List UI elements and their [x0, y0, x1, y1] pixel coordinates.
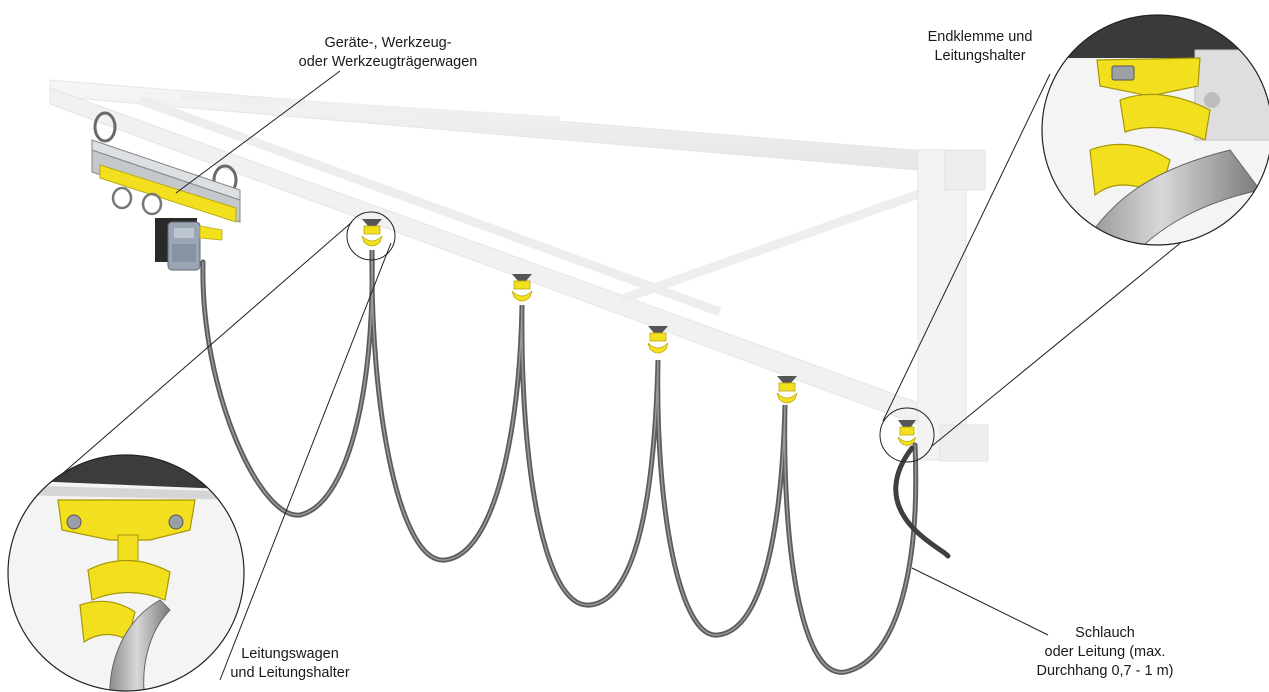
cable-carrier-1 — [361, 219, 383, 247]
callout-marker-end-clamp — [879, 407, 935, 463]
brace-3 — [618, 185, 932, 305]
hose-path-highlight — [202, 249, 917, 673]
leader-lines — [38, 70, 1196, 681]
wall-plate-top — [944, 149, 986, 191]
brace-1 — [138, 95, 722, 317]
label-tool-trolley: Geräte-, Werkzeug- oder Werkzeugträgerwa… — [258, 34, 518, 72]
label-cable-carrier: Leitungswagen und Leitungshalter — [190, 645, 390, 683]
tool-trolley — [91, 111, 241, 271]
label-end-clamp-line2: Leitungshalter — [934, 48, 1026, 64]
wall-column — [917, 149, 967, 461]
label-hose-line2: oder Leitung (max. — [1044, 644, 1166, 660]
label-cable-carrier-line1: Leitungswagen — [241, 646, 339, 662]
label-tool-trolley-line2: oder Werkzeugträgerwagen — [298, 54, 478, 70]
hose-loops — [200, 249, 951, 675]
crane-structure — [49, 79, 989, 462]
detail-end-clamp — [1041, 14, 1269, 246]
label-cable-carrier-line2: und Leitungshalter — [230, 665, 350, 681]
hose-exit — [893, 445, 951, 559]
label-end-clamp-line1: Endklemme und — [927, 29, 1033, 45]
cable-carrier-2 — [511, 274, 533, 302]
callout-marker-carrier — [346, 211, 396, 261]
end-clamp — [897, 420, 917, 446]
cable-carrier-3 — [647, 326, 669, 354]
brace-2 — [179, 92, 561, 124]
label-end-clamp: Endklemme und Leitungshalter — [880, 28, 1080, 66]
hose-path — [200, 249, 919, 675]
label-hose-line1: Schlauch — [1075, 625, 1135, 641]
label-tool-trolley-line1: Geräte-, Werkzeug- — [324, 35, 452, 51]
label-hose-line3: Durchhang 0,7 - 1 m) — [1036, 663, 1174, 679]
cable-carrier-4 — [776, 376, 798, 404]
wall-plate-bottom — [939, 424, 989, 462]
label-hose: Schlauch oder Leitung (max. Durchhang 0,… — [990, 624, 1220, 681]
